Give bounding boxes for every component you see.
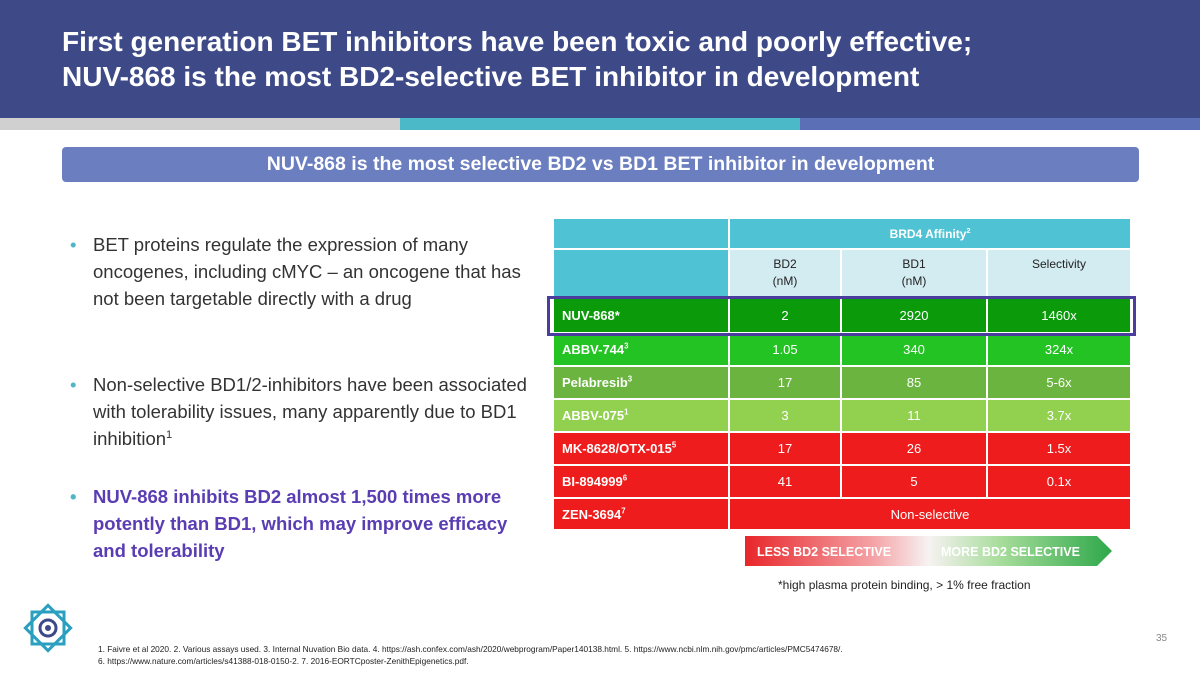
row-name-text: BI-894999 bbox=[562, 474, 623, 489]
table-row: ZEN-36947 Non-selective bbox=[552, 497, 1133, 531]
stripe bbox=[400, 118, 800, 130]
superscript: 5 bbox=[671, 440, 677, 450]
table-cell: 2920 bbox=[840, 297, 988, 334]
row-name-text: MK-8628/OTX-015 bbox=[562, 441, 672, 456]
table-cell: 11 bbox=[840, 398, 988, 433]
column-header: BD1 (nM) bbox=[840, 248, 988, 299]
row-name: Pelabresib3 bbox=[552, 365, 730, 400]
table-cell: 1.5x bbox=[985, 431, 1133, 466]
bullet-text: NUV-868 inhibits BD2 almost 1,500 times … bbox=[93, 486, 508, 561]
row-name: ZEN-36947 bbox=[552, 497, 730, 531]
header-row: BD2 (nM) BD1 (nM) Selectivity bbox=[552, 248, 1133, 299]
bullet: Non-selective BD1/2-inhibitors have been… bbox=[70, 371, 543, 452]
logo bbox=[23, 603, 73, 653]
row-name: MK-8628/OTX-0155 bbox=[552, 431, 730, 466]
selectivity-scale: LESS BD2 SELECTIVE MORE BD2 SELECTIVE bbox=[745, 536, 1112, 566]
table-note: *high plasma protein binding, > 1% free … bbox=[778, 578, 1031, 592]
bullet: BET proteins regulate the expression of … bbox=[70, 231, 543, 312]
table-row: NUV-868* 2 2920 1460x bbox=[552, 297, 1133, 334]
table-row: BI-8949996 41 5 0.1x bbox=[552, 464, 1133, 499]
column-header-text: (nM) bbox=[901, 274, 927, 288]
row-name: NUV-868* bbox=[552, 297, 730, 334]
table-cell: 41 bbox=[728, 464, 842, 499]
scale-label: MORE BD2 SELECTIVE bbox=[941, 545, 1080, 559]
row-name: BI-8949996 bbox=[552, 464, 730, 499]
table-cell: 5 bbox=[840, 464, 988, 499]
column-header-text: BD1 bbox=[902, 257, 926, 271]
header-cell bbox=[552, 217, 730, 250]
row-name: ABBV-0751 bbox=[552, 398, 730, 433]
reference: 1. Faivre et al 2020. 2. Various assays … bbox=[98, 644, 843, 654]
header-cell bbox=[552, 248, 730, 299]
column-header-text: (nM) bbox=[772, 274, 798, 288]
row-name-text: Pelabresib bbox=[562, 375, 628, 390]
column-header-text: BD2 bbox=[773, 257, 797, 271]
header-bar bbox=[0, 0, 1200, 118]
column-header: Selectivity bbox=[985, 248, 1133, 299]
reference: 6. https://www.nature.com/articles/s4138… bbox=[98, 656, 469, 666]
table-cell: 1460x bbox=[985, 297, 1133, 334]
superscript: 3 bbox=[627, 374, 633, 384]
superscript: 2 bbox=[966, 225, 971, 235]
table-row: MK-8628/OTX-0155 17 26 1.5x bbox=[552, 431, 1133, 466]
row-name: ABBV-7443 bbox=[552, 332, 730, 367]
row-name-text: ABBV-744 bbox=[562, 342, 625, 357]
table-cell: 0.1x bbox=[985, 464, 1133, 499]
column-header: BD2 (nM) bbox=[728, 248, 842, 299]
header-row: BRD4 Affinity2 bbox=[552, 217, 1133, 250]
stripe bbox=[800, 118, 1200, 130]
banner: NUV-868 is the most selective BD2 vs BD1… bbox=[62, 147, 1139, 182]
stripe bbox=[0, 118, 400, 130]
scale-arrow bbox=[745, 536, 1112, 566]
group-header: BRD4 Affinity2 bbox=[727, 217, 1133, 250]
table-row: ABBV-7443 1.05 340 324x bbox=[552, 332, 1133, 367]
row-name-text: ABBV-075 bbox=[562, 408, 625, 423]
header-text: BRD4 Affinity bbox=[889, 226, 967, 241]
table-row: Pelabresib3 17 85 5-6x bbox=[552, 365, 1133, 400]
bullet-text: Non-selective BD1/2-inhibitors have been… bbox=[93, 374, 527, 449]
row-name-text: ZEN-3694 bbox=[562, 506, 622, 522]
page-number: 35 bbox=[1156, 633, 1168, 644]
highlight-box bbox=[547, 296, 1136, 336]
table-cell: 1.05 bbox=[728, 332, 842, 367]
superscript: 6 bbox=[622, 473, 628, 483]
table-cell: 3 bbox=[728, 398, 842, 433]
scale-label: LESS BD2 SELECTIVE bbox=[757, 545, 891, 559]
title-line: First generation BET inhibitors have bee… bbox=[62, 26, 973, 57]
table-cell: Non-selective bbox=[727, 497, 1133, 531]
row-name-text: NUV-868* bbox=[562, 308, 620, 323]
table-cell: 17 bbox=[728, 365, 842, 400]
bullet: NUV-868 inhibits BD2 almost 1,500 times … bbox=[70, 483, 543, 564]
column-header-text: Selectivity bbox=[1032, 257, 1087, 271]
table-row: ABBV-0751 3 11 3.7x bbox=[552, 398, 1133, 433]
table-cell: 2 bbox=[728, 297, 842, 334]
title-line: NUV-868 is the most BD2-selective BET in… bbox=[62, 61, 920, 92]
table-cell: 85 bbox=[840, 365, 988, 400]
table-cell: 5-6x bbox=[985, 365, 1133, 400]
superscript: 1 bbox=[166, 428, 173, 441]
affinity-table: BRD4 Affinity2 BD2 (nM) BD1 (nM) Selectivity N… bbox=[552, 217, 1133, 531]
table-cell: 3.7x bbox=[985, 398, 1133, 433]
table-cell: 17 bbox=[728, 431, 842, 466]
table-cell: 324x bbox=[985, 332, 1133, 367]
superscript: 3 bbox=[624, 341, 629, 351]
table-cell: 26 bbox=[840, 431, 988, 466]
superscript: 1 bbox=[624, 407, 629, 417]
bullet-text: BET proteins regulate the expression of … bbox=[93, 234, 521, 309]
superscript: 7 bbox=[621, 506, 626, 516]
table-cell: 340 bbox=[840, 332, 988, 367]
